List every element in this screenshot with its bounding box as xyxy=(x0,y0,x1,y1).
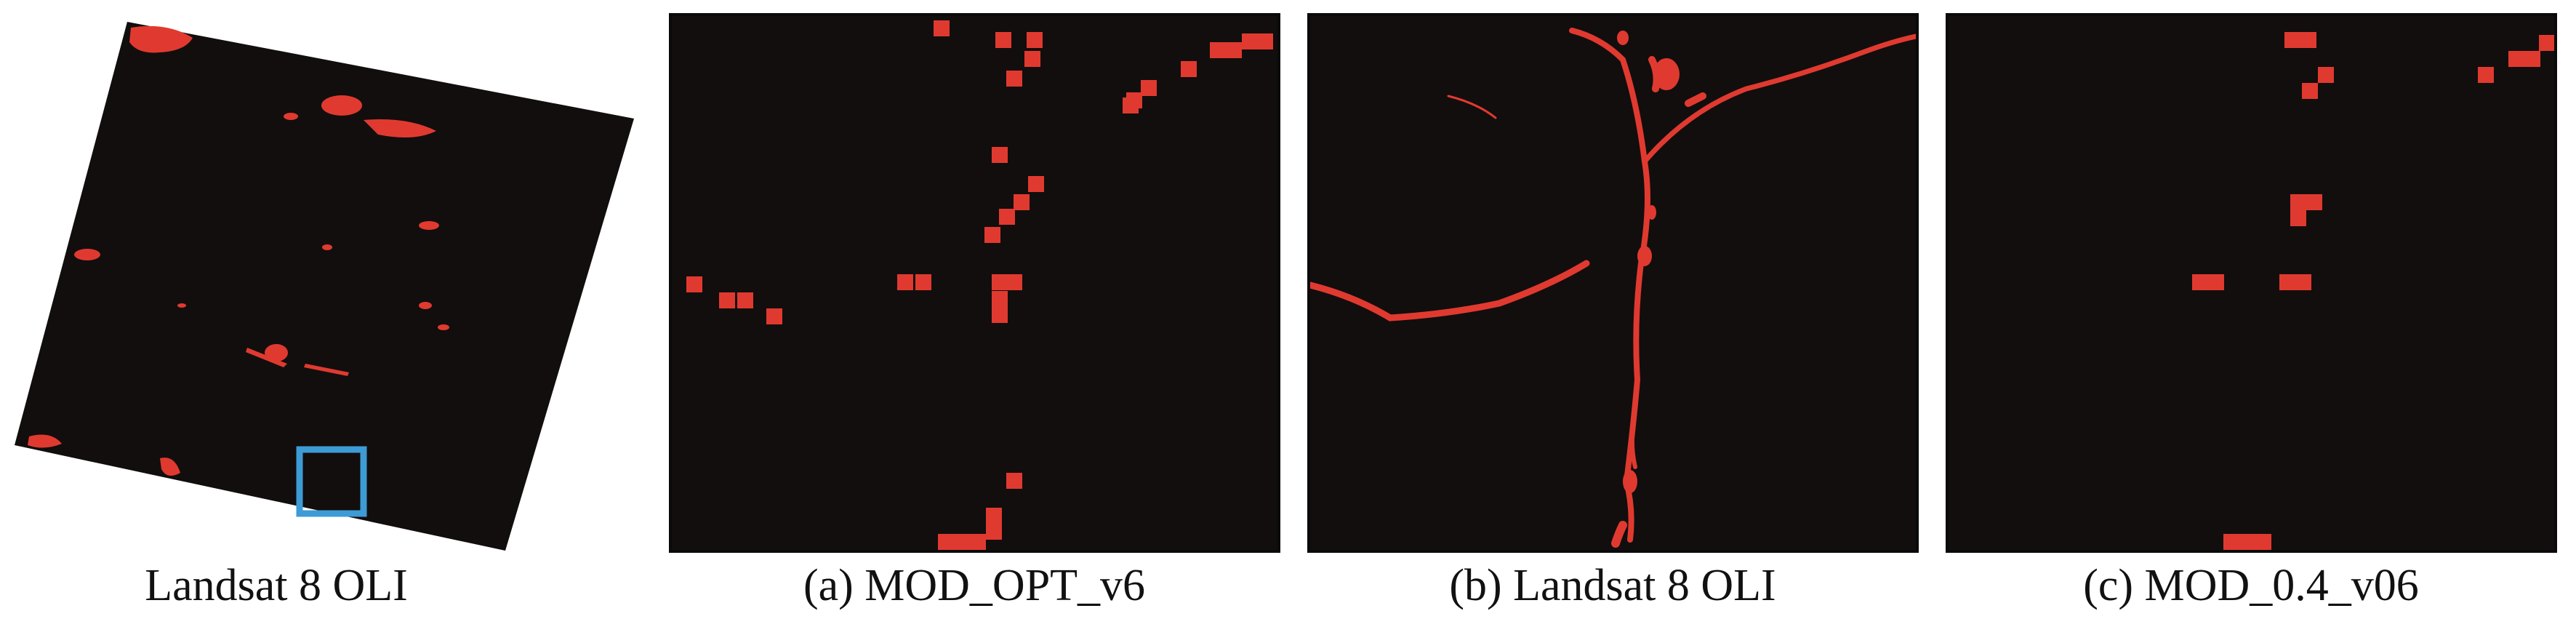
panel-a-fire-pixels xyxy=(686,20,1273,550)
caption-c: (c) MOD_0.4_v06 xyxy=(2083,561,2419,610)
caption-overview: Landsat 8 OLI xyxy=(145,561,408,610)
panel-a-image xyxy=(669,13,1280,553)
panel-c-fire-pixels xyxy=(2192,32,2554,550)
scene-footprint xyxy=(15,22,634,551)
zoom-region-box xyxy=(296,446,367,517)
caption-b: (b) Landsat 8 OLI xyxy=(1449,561,1776,610)
panel-c-image xyxy=(1946,13,2557,553)
overview-image xyxy=(15,22,634,551)
fire-patches xyxy=(28,25,449,476)
panel-b-image xyxy=(1307,13,1919,553)
overview-scene xyxy=(0,0,647,553)
panel-b-fire-lines xyxy=(1310,28,1916,548)
caption-a: (a) MOD_OPT_v6 xyxy=(803,561,1146,610)
